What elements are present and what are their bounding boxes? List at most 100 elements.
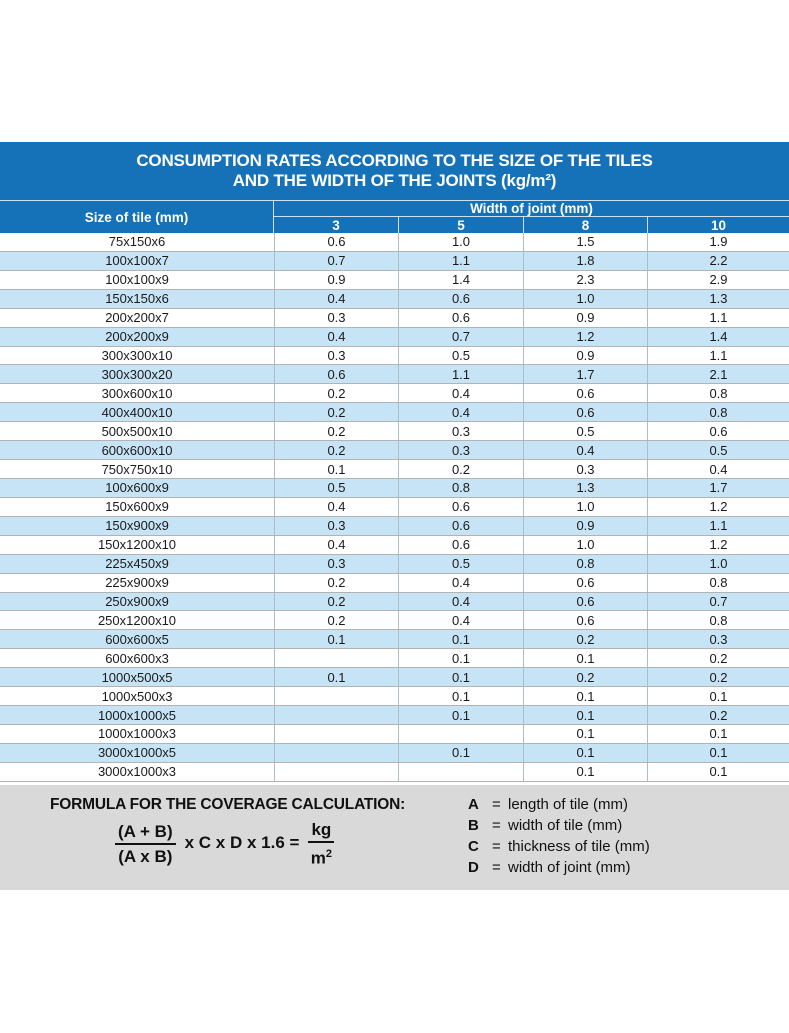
tile-size-cell: 1000x1000x5 (97, 707, 177, 723)
consumption-value-cell: 0.1 (274, 460, 398, 478)
legend-equals: = (492, 795, 501, 813)
tile-size-cell: 200x200x9 (105, 329, 169, 345)
consumption-value-cell: 0.4 (398, 611, 523, 630)
consumption-value-cell: 0.9 (523, 346, 647, 365)
table-row: 600x600x3 0.1 0.1 0.2 (0, 649, 789, 669)
consumption-value-cell: 0.2 (647, 649, 789, 668)
consumption-value-cell: 0.6 (523, 384, 647, 403)
legend-row: B = width of tile (mm) (468, 815, 650, 836)
consumption-value-cell: 1.4 (398, 270, 523, 289)
consumption-value-cell: 0.9 (523, 516, 647, 535)
consumption-value-cell: 0.4 (398, 403, 523, 422)
table-row: 225x450x9 0.3 0.5 0.8 1.0 (0, 554, 789, 574)
consumption-value-cell: 1.3 (523, 478, 647, 497)
tile-size-cell: 225x900x9 (105, 575, 169, 591)
legend: A = length of tile (mm) B = width of tile (mm… (468, 794, 650, 878)
consumption-value-cell: 0.1 (647, 724, 789, 743)
consumption-value-cell: 2.1 (647, 365, 789, 384)
consumption-value-cell: 0.8 (647, 384, 789, 403)
consumption-value-cell: 1.8 (523, 251, 647, 270)
consumption-value-cell: 0.1 (523, 743, 647, 762)
table-row: 1000x1000x5 0.1 0.1 0.2 (0, 706, 789, 725)
consumption-value-cell: 0.1 (398, 668, 523, 687)
consumption-value-cell: 0.1 (523, 762, 647, 781)
consumption-value-cell: 0.2 (523, 668, 647, 687)
consumption-value-cell: 1.7 (523, 365, 647, 384)
table-row: 600x600x5 0.1 0.1 0.2 0.3 (0, 630, 789, 650)
tile-size-cell: 600x600x5 (105, 631, 169, 647)
consumption-table: CONSUMPTION RATES ACCORDING TO THE SIZE … (0, 142, 789, 782)
consumption-value-cell: 0.1 (398, 630, 523, 649)
consumption-value-cell: 0.3 (647, 630, 789, 649)
consumption-value-cell: 0.1 (523, 724, 647, 743)
table-body: 75x150x6 0.6 1.0 1.5 1.9 100x100x7 0.7 1.1 1.8 2.… (0, 233, 789, 782)
formula-section: FORMULA FOR THE COVERAGE CALCULATION: (A… (0, 784, 789, 890)
table-row: 300x300x10 0.3 0.5 0.9 1.1 (0, 346, 789, 366)
table-row: 300x300x20 0.6 1.1 1.7 2.1 (0, 365, 789, 385)
table-row: 1000x500x5 0.1 0.1 0.2 0.2 (0, 668, 789, 688)
table-column-header: Size of tile (mm) Width of joint (mm) 3 5… (0, 200, 789, 233)
tile-size-cell: 250x900x9 (105, 593, 169, 609)
consumption-value-cell: 1.3 (647, 289, 789, 308)
consumption-value-cell: 0.1 (398, 649, 523, 668)
consumption-value-cell: 1.2 (523, 327, 647, 346)
consumption-value-cell: 0.6 (398, 308, 523, 327)
tile-size-cell: 300x600x10 (101, 385, 173, 401)
consumption-value-cell: 0.2 (274, 611, 398, 630)
legend-symbol: B (468, 816, 479, 834)
formula-heading: FORMULA FOR THE COVERAGE CALCULATION: (50, 795, 406, 813)
tile-size-cell: 750x750x10 (101, 461, 173, 477)
tile-size-cell: 500x500x10 (101, 423, 173, 439)
consumption-value-cell (274, 724, 398, 743)
consumption-value-cell (274, 743, 398, 762)
consumption-value-cell: 0.1 (647, 743, 789, 762)
table-row: 3000x1000x5 0.1 0.1 0.1 (0, 743, 789, 763)
joint-width-cell: 5 (398, 217, 523, 233)
consumption-value-cell: 0.1 (274, 630, 398, 649)
legend-row: D = width of joint (mm) (468, 857, 650, 878)
consumption-value-cell: 0.1 (647, 762, 789, 781)
legend-row: C = thickness of tile (mm) (468, 836, 650, 857)
legend-symbol: C (468, 837, 479, 855)
consumption-value-cell: 0.5 (274, 478, 398, 497)
consumption-value-cell: 0.9 (274, 270, 398, 289)
consumption-value-cell (274, 649, 398, 668)
table-row: 750x750x10 0.1 0.2 0.3 0.4 (0, 460, 789, 479)
tile-size-cell: 150x1200x10 (97, 537, 177, 553)
consumption-value-cell: 1.1 (647, 308, 789, 327)
consumption-value-cell: 0.1 (398, 687, 523, 706)
consumption-value-cell: 0.3 (274, 308, 398, 327)
size-column-header: Size of tile (mm) (0, 201, 274, 233)
consumption-value-cell: 1.1 (398, 251, 523, 270)
consumption-value-cell: 0.4 (398, 592, 523, 611)
consumption-value-cell: 0.1 (274, 668, 398, 687)
consumption-value-cell: 0.1 (523, 706, 647, 724)
consumption-value-cell: 1.1 (647, 346, 789, 365)
result-unit-exponent: 2 (325, 847, 332, 860)
consumption-value-cell (274, 762, 398, 781)
consumption-value-cell: 1.2 (647, 497, 789, 516)
consumption-value-cell: 0.2 (274, 592, 398, 611)
consumption-value-cell: 0.5 (523, 422, 647, 441)
datasheet-page: CONSUMPTION RATES ACCORDING TO THE SIZE … (0, 142, 789, 890)
consumption-value-cell: 0.8 (523, 554, 647, 573)
table-row: 200x200x9 0.4 0.7 1.2 1.4 (0, 327, 789, 347)
joint-width-values: 3 5 8 10 (274, 217, 789, 233)
consumption-value-cell: 0.1 (523, 687, 647, 706)
table-row: 1000x500x3 0.1 0.1 0.1 (0, 687, 789, 707)
consumption-value-cell: 0.8 (647, 573, 789, 592)
result-fraction: kg m2 (308, 819, 335, 869)
legend-definition: width of tile (mm) (508, 816, 623, 834)
tile-size-cell: 100x600x9 (105, 480, 169, 496)
tile-size-cell: 3000x1000x5 (97, 745, 177, 761)
consumption-value-cell: 1.7 (647, 478, 789, 497)
result-denominator: m2 (308, 843, 334, 869)
fraction-numerator: (A + B) (115, 821, 176, 845)
consumption-value-cell: 0.7 (647, 592, 789, 611)
table-row: 150x1200x10 0.4 0.6 1.0 1.2 (0, 535, 789, 555)
tile-size-cell: 1000x1000x3 (97, 726, 177, 742)
table-title: CONSUMPTION RATES ACCORDING TO THE SIZE … (0, 142, 789, 200)
consumption-value-cell (398, 724, 523, 743)
table-title-line1: CONSUMPTION RATES ACCORDING TO THE SIZE … (136, 151, 653, 170)
consumption-value-cell: 1.2 (647, 535, 789, 554)
